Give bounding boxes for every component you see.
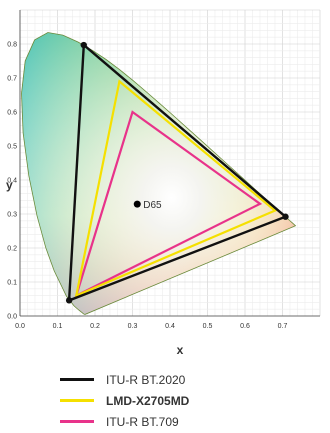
y-tick-label: 0.2 <box>7 246 17 253</box>
bt2020-primary-point <box>65 297 73 304</box>
legend-item-bt709: ITU-R BT.709 <box>60 411 189 432</box>
bt2020-triangle <box>67 42 288 303</box>
legend-swatch-lmd-x2705md <box>60 399 94 402</box>
x-tick-label: 0.0 <box>15 323 25 330</box>
axes: 0.0 0.1 0.2 0.3 0.4 0.5 0.6 0.7 0.0 0.1 0.2 0.3 0.4 0… <box>7 10 320 330</box>
d65-marker <box>133 200 141 208</box>
bt2020-primary-point <box>282 213 289 220</box>
x-tick-label: 0.1 <box>53 323 63 330</box>
legend-item-lmd-x2705md: LMD-X2705MD <box>60 390 189 411</box>
y-tick-label: 0.7 <box>7 76 17 83</box>
legend-label-bt2020: ITU-R BT.2020 <box>106 372 186 387</box>
y-tick-label: 0.8 <box>7 42 17 49</box>
legend-label-bt709: ITU-R BT.709 <box>106 414 179 429</box>
x-tick-label: 0.5 <box>203 323 213 330</box>
y-axis-label: y <box>6 178 13 192</box>
x-tick-label: 0.2 <box>90 323 100 330</box>
y-tick-label: 0.4 <box>7 178 17 185</box>
legend: ITU-R BT.2020 LMD-X2705MD ITU-R BT.709 <box>60 369 189 432</box>
d65-label: D65 <box>143 200 162 211</box>
x-tick-label: 0.3 <box>128 323 138 330</box>
x-axis-label: x <box>177 343 184 357</box>
bt709-triangle <box>74 110 263 298</box>
gamut-triangles <box>65 41 289 304</box>
legend-label-lmd-x2705md: LMD-X2705MD <box>106 393 190 408</box>
lmd-x2705md-triangle <box>74 79 278 298</box>
y-tick-label: 0.6 <box>7 110 17 117</box>
y-tick-label: 0.0 <box>7 314 17 321</box>
bt2020-primary-point <box>80 41 87 49</box>
x-tick-label: 0.6 <box>240 323 250 330</box>
x-tick-label: 0.7 <box>278 323 288 330</box>
legend-swatch-bt2020 <box>60 378 94 381</box>
y-tick-label: 0.5 <box>7 144 17 151</box>
y-tick-label: 0.3 <box>7 212 17 219</box>
legend-item-bt2020: ITU-R BT.2020 <box>60 369 189 390</box>
white-point: D65 <box>133 200 162 211</box>
legend-swatch-bt709 <box>60 420 94 423</box>
y-tick-label: 0.1 <box>7 280 17 287</box>
plot-area: D65 0.0 0.1 0.2 0.3 0.4 0.5 0.6 0.7 0.0 0.1 0.2 0.3… <box>6 9 321 357</box>
cie-chromaticity-chart: D65 0.0 0.1 0.2 0.3 0.4 0.5 0.6 0.7 0.0 0.1 0.2 0.3… <box>6 9 321 357</box>
x-tick-label: 0.4 <box>165 323 175 330</box>
